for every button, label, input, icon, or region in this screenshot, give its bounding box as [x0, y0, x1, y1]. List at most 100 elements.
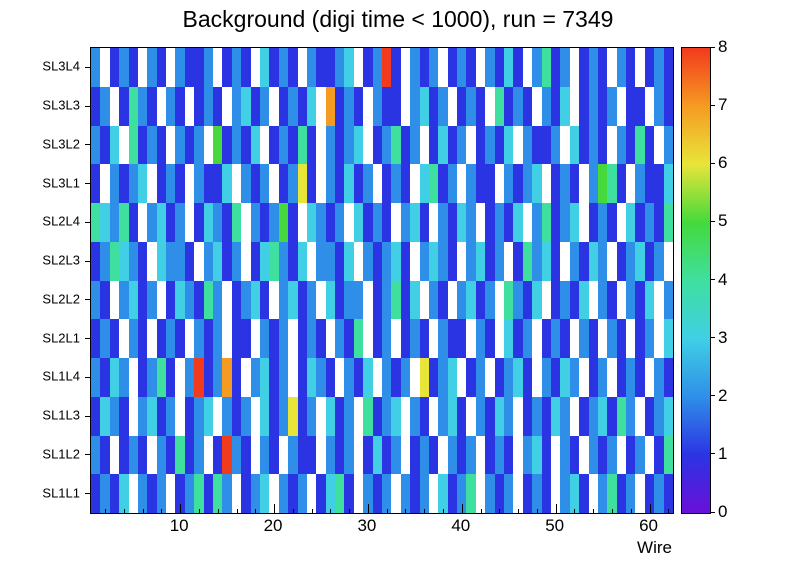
y-axis-label: SL2L1: [42, 330, 80, 346]
y-axis-tick: [85, 183, 91, 185]
heatmap-cell: [597, 280, 608, 320]
heatmap-cell: [541, 241, 551, 281]
heatmap-cell: [335, 474, 345, 513]
heatmap-cell: [306, 86, 317, 126]
heatmap-cell: [137, 435, 148, 475]
y-axis-tick: [85, 299, 91, 301]
heatmap-cell: [213, 86, 223, 126]
heatmap-cell: [522, 358, 533, 397]
heatmap-cell: [485, 86, 495, 126]
heatmap-cell: [316, 435, 326, 475]
heatmap-cell: [428, 319, 439, 358]
heatmap-cell: [428, 280, 439, 320]
heatmap-cell: [419, 86, 429, 126]
heatmap-cell: [522, 48, 533, 87]
heatmap-cell: [241, 280, 251, 320]
heatmap-cell: [278, 203, 289, 242]
heatmap-cell: [325, 435, 336, 475]
heatmap-cell: [250, 474, 260, 513]
heatmap-cell: [663, 474, 673, 513]
heatmap-cell: [438, 396, 448, 436]
heatmap-cell: [391, 241, 401, 281]
heatmap-cell: [175, 280, 185, 320]
heatmap-cell: [353, 241, 364, 281]
heatmap-cell: [475, 280, 486, 320]
heatmap-cell: [297, 358, 307, 397]
heatmap-cell: [513, 164, 523, 203]
heatmap-cell: [541, 435, 551, 475]
heatmap-cell: [306, 48, 317, 87]
heatmap-cell: [325, 203, 336, 242]
heatmap-cell: [259, 474, 270, 513]
heatmap-cell: [213, 396, 223, 436]
heatmap-cell: [335, 280, 345, 320]
heatmap-cell: [372, 435, 382, 475]
heatmap-cell: [231, 125, 242, 165]
heatmap-cell: [306, 125, 317, 165]
heatmap-cell: [372, 358, 382, 397]
heatmap-cell: [635, 203, 645, 242]
heatmap-cell: [194, 474, 204, 513]
heatmap-cell: [419, 358, 429, 397]
heatmap-cell: [250, 164, 260, 203]
heatmap-cell: [391, 125, 401, 165]
heatmap-cell: [663, 358, 673, 397]
heatmap-cell: [91, 319, 101, 358]
heatmap-cell: [194, 396, 204, 436]
heatmap-cell: [363, 241, 373, 281]
heatmap-cell: [109, 319, 120, 358]
heatmap-cell: [269, 48, 279, 87]
colorbar-tick: [710, 511, 715, 513]
heatmap-cell: [644, 164, 655, 203]
heatmap-cell: [316, 125, 326, 165]
heatmap-cell: [400, 319, 411, 358]
heatmap-cell: [485, 125, 495, 165]
heatmap-cell: [316, 86, 326, 126]
heatmap-cell: [128, 48, 138, 87]
heatmap-cell: [466, 241, 476, 281]
heatmap-cell: [222, 396, 232, 436]
heatmap-cell: [269, 396, 279, 436]
heatmap-cell: [410, 396, 420, 436]
heatmap-cell: [353, 86, 364, 126]
heatmap-cell: [663, 203, 673, 242]
heatmap-cell: [400, 474, 411, 513]
heatmap-cell: [400, 358, 411, 397]
heatmap-cell: [644, 358, 655, 397]
heatmap-cell: [306, 203, 317, 242]
heatmap-cell: [100, 164, 110, 203]
heatmap-cell: [353, 125, 364, 165]
heatmap-cell: [297, 125, 307, 165]
heatmap-cell: [466, 319, 476, 358]
x-axis-minor-tick: [443, 509, 445, 513]
heatmap-cell: [616, 241, 627, 281]
heatmap-cell: [100, 280, 110, 320]
heatmap-cell: [241, 164, 251, 203]
heatmap-cell: [250, 241, 260, 281]
heatmap-cell: [410, 241, 420, 281]
heatmap-cell: [353, 164, 364, 203]
x-axis-minor-tick: [518, 509, 520, 513]
heatmap-cell: [419, 48, 429, 87]
heatmap-cell: [156, 125, 167, 165]
heatmap-cell: [119, 241, 129, 281]
heatmap-cell: [344, 358, 354, 397]
heatmap-cell: [316, 358, 326, 397]
heatmap-cell: [635, 48, 645, 87]
heatmap-cell: [626, 319, 636, 358]
heatmap-cell: [203, 48, 214, 87]
heatmap-cell: [156, 280, 167, 320]
heatmap-cell: [550, 319, 561, 358]
heatmap-cell: [156, 358, 167, 397]
heatmap-cell: [222, 241, 232, 281]
heatmap-cell: [419, 396, 429, 436]
heatmap-cell: [372, 396, 382, 436]
heatmap-cell: [550, 48, 561, 87]
heatmap-cell: [616, 164, 627, 203]
heatmap-cell: [231, 164, 242, 203]
heatmap-cell: [297, 48, 307, 87]
heatmap-cell: [128, 435, 138, 475]
heatmap-cell: [513, 86, 523, 126]
heatmap-cell: [222, 358, 232, 397]
